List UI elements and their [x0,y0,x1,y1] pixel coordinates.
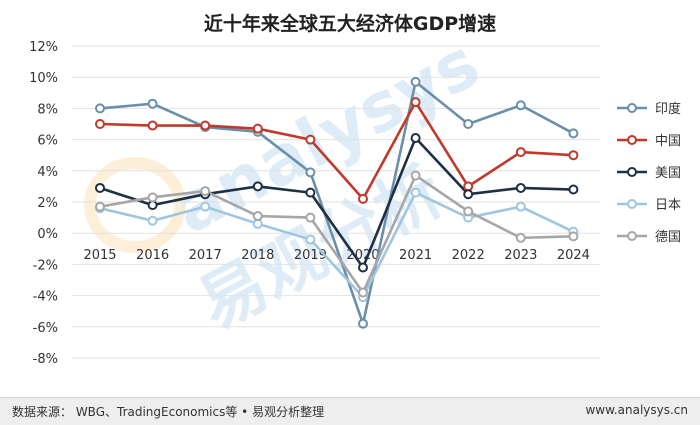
y-tick-label: -2% [33,258,58,273]
data-point [147,98,158,109]
legend-label: 日本 [655,198,681,213]
data-point [147,215,158,226]
data-point [305,167,316,178]
x-tick-label: 2022 [452,248,485,263]
source-note: 数据来源： WBG、TradingEconomics等 • 易观分析整理 [12,405,325,419]
series-lines [95,76,579,329]
data-point [463,206,474,217]
data-point [95,201,105,212]
legend-label: 美国 [655,166,681,181]
data-point [410,133,421,144]
gdp-line-chart: analysys 易观分析 近十年来全球五大经济体GDP增速 12%10%8%6… [29,12,681,367]
x-tick-label: 2024 [557,248,590,263]
data-point [358,318,368,329]
data-point [200,120,211,131]
x-tick-label: 2016 [136,248,169,263]
y-tick-label: 4% [37,165,58,180]
y-tick-label: 2% [37,196,58,211]
data-point [147,192,158,203]
data-point [410,170,421,181]
data-point [358,193,368,204]
data-point [358,287,368,298]
watermark-logo-ring [84,157,186,253]
data-point [515,100,526,111]
y-tick-label: -4% [33,290,58,305]
series-line [99,136,574,269]
data-point [95,119,105,129]
legend-swatch-marker [627,103,637,113]
series-line [99,100,574,201]
legend-swatch-marker [627,167,637,177]
data-point [568,231,579,242]
data-point [515,147,526,158]
data-point [252,123,263,134]
data-point [147,120,158,131]
site-url: www.analysys.cn [585,403,688,417]
data-point [252,181,263,192]
data-point [410,187,421,198]
series-line [99,174,574,294]
data-point [305,234,316,245]
x-tick-label: 2017 [189,248,222,263]
data-point [410,97,421,108]
x-tick-label: 2021 [399,248,432,263]
legend-label: 中国 [655,134,681,149]
x-tick-label: 2015 [83,248,116,263]
data-point [568,184,579,195]
legend-label: 德国 [655,230,681,245]
x-tick-label: 2018 [241,248,274,263]
data-point [568,128,579,139]
legend-swatch-marker [627,231,637,241]
data-point [305,212,316,223]
data-point [95,103,105,114]
data-point [95,182,105,193]
legend-swatch-marker [627,135,637,145]
data-point [252,211,263,222]
y-tick-label: 6% [37,134,58,149]
data-point [515,232,526,243]
chart-title: 近十年来全球五大经济体GDP增速 [204,12,496,35]
data-point [305,134,316,145]
data-point [305,187,316,198]
data-point [515,201,526,212]
series-line [99,191,574,299]
data-point [200,186,211,197]
x-tick-label: 2020 [346,248,379,263]
y-tick-label: 10% [29,71,58,86]
data-point [358,262,368,273]
x-axis: 2015 2016 2017 2018 2019 2020 2021 2022 2023 2024 [83,248,589,263]
x-tick-label: 2019 [294,248,327,263]
y-tick-label: 8% [37,102,58,117]
legend-label: 印度 [655,101,681,117]
data-point [200,201,211,212]
y-tick-label: -6% [33,321,58,336]
y-axis: 12% 10% 8% 6% 4% 2% 0% -2% -4% -6% -8% [29,40,58,367]
data-point [463,189,474,200]
footer-bar: 数据来源： WBG、TradingEconomics等 • 易观分析整理 www… [0,397,700,425]
y-tick-label: 0% [37,227,58,242]
series-line [99,80,575,325]
legend-swatch-marker [627,199,637,209]
data-point [410,76,421,87]
data-point [515,182,526,193]
data-point [463,119,474,129]
y-tick-label: -8% [33,352,58,367]
y-tick-label: 12% [29,40,58,55]
data-point [568,150,579,161]
x-tick-label: 2023 [504,248,537,263]
